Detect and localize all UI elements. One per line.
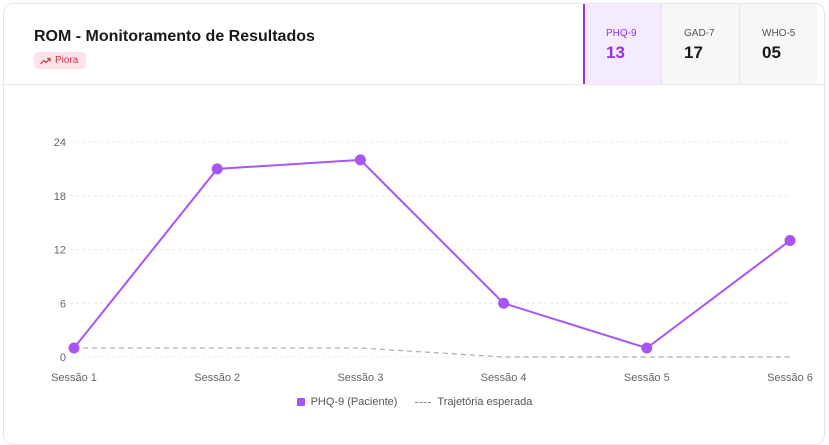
metric-label: PHQ-9 <box>606 28 637 39</box>
tab-phq-9[interactable]: PHQ-9 13 <box>583 4 661 84</box>
data-point <box>68 342 80 354</box>
tab-gad-7[interactable]: GAD-7 17 <box>661 4 739 84</box>
y-tick-label: 18 <box>54 191 66 203</box>
y-tick-label: 24 <box>54 137 66 149</box>
phq9-line-chart: 0 6 12 18 24 Sessão 1 Sessão 2 Sessão 3 Sessão 4… <box>51 137 813 384</box>
x-tick-label: Sessão 6 <box>767 372 813 384</box>
data-point <box>498 297 510 309</box>
metric-value: 17 <box>684 43 703 62</box>
metric-value: 13 <box>606 43 625 62</box>
x-tick-label: Sessão 4 <box>481 372 527 384</box>
metric-label: GAD-7 <box>684 28 715 39</box>
page-title: ROM - Monitoramento de Resultados <box>34 28 315 45</box>
chart-legend: PHQ-9 (Paciente) Trajetória esperada <box>0 396 829 408</box>
x-tick-label: Sessão 1 <box>51 372 97 384</box>
data-point <box>784 235 796 247</box>
legend-item-expected[interactable]: Trajetória esperada <box>415 396 532 408</box>
metric-label: WHO-5 <box>762 28 796 39</box>
x-tick-label: Sessão 2 <box>194 372 240 384</box>
x-tick-label: Sessão 5 <box>624 372 670 384</box>
status-badge-label: Piora <box>55 55 79 66</box>
y-tick-label: 0 <box>60 352 66 364</box>
legend-swatch-expected <box>415 401 432 403</box>
series-line-expected <box>74 347 790 358</box>
legend-label: PHQ-9 (Paciente) <box>310 396 398 408</box>
y-tick-label: 12 <box>54 245 66 257</box>
metric-tabs: PHQ-9 13 GAD-7 17 WHO-5 05 <box>583 4 817 84</box>
metric-value: 05 <box>762 43 781 62</box>
status-badge: Piora <box>34 52 87 69</box>
y-tick-label: 6 <box>60 298 66 310</box>
trending-up-icon <box>40 57 51 65</box>
x-tick-label: Sessão 3 <box>337 372 383 384</box>
series-line-patient <box>73 158 791 350</box>
data-point <box>641 342 653 354</box>
data-point <box>211 163 223 175</box>
legend-item-patient[interactable]: PHQ-9 (Paciente) <box>296 396 398 408</box>
card-header: ROM - Monitoramento de Resultados Piora <box>4 4 824 85</box>
data-point <box>354 154 366 166</box>
tab-who-5[interactable]: WHO-5 05 <box>739 4 817 84</box>
legend-swatch-patient <box>296 398 305 406</box>
legend-label: Trajetória esperada <box>437 396 533 408</box>
